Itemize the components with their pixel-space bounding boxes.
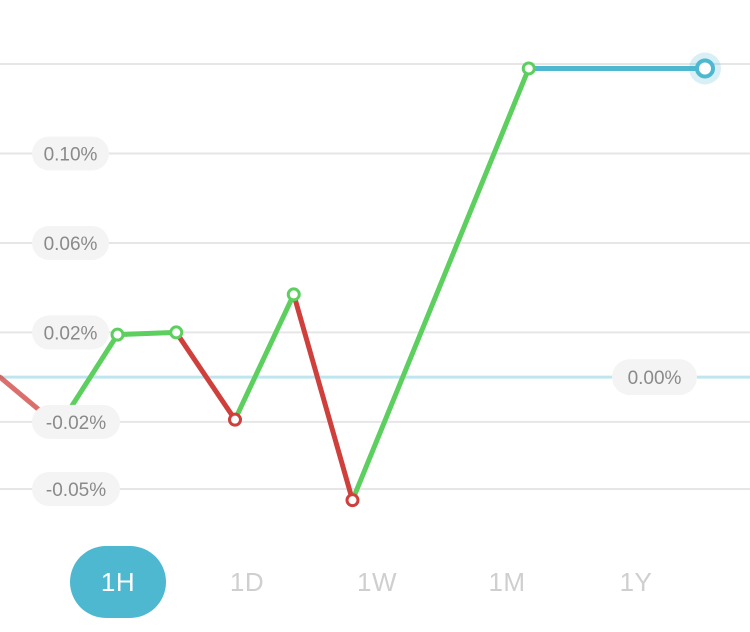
y-tick-label-bg (32, 136, 109, 171)
line-segment (232, 291, 297, 423)
baseline-label: 0.00% (628, 368, 682, 389)
range-button-1d[interactable]: 1D (229, 566, 265, 597)
data-point-marker (228, 412, 242, 427)
range-button-1y[interactable]: 1Y (619, 566, 653, 597)
line-segment (291, 291, 355, 503)
range-button-1w[interactable]: 1W (357, 566, 397, 597)
data-point-marker (169, 325, 184, 340)
data-point-marker (286, 287, 301, 302)
y-tick-label: -0.05% (46, 480, 106, 501)
time-range-selector: 1H 1D 1W 1M 1Y (0, 542, 750, 622)
range-button-1h[interactable]: 1H (70, 546, 166, 618)
current-point-marker (695, 58, 715, 79)
data-point-marker (110, 327, 125, 342)
line-chart: 0.10% 0.06% 0.02% -0.02% -0.05% 0.00% (0, 52, 750, 508)
y-tick-label: -0.02% (46, 413, 106, 434)
y-tick-label: 0.06% (44, 234, 98, 255)
line-segment (350, 65, 532, 503)
data-point-marker (345, 493, 360, 508)
y-tick-label: 0.10% (44, 144, 98, 165)
line-segment (173, 329, 238, 423)
y-tick-label-bg (32, 315, 109, 350)
line-segment (115, 329, 179, 338)
range-button-1m[interactable]: 1M (488, 566, 526, 597)
data-point-marker (521, 61, 536, 76)
y-tick-label-bg (32, 472, 120, 506)
baseline-label-bg (612, 359, 697, 396)
y-tick-label: 0.02% (44, 323, 98, 344)
y-tick-label-bg (32, 225, 109, 260)
y-tick-label-bg (32, 404, 120, 439)
